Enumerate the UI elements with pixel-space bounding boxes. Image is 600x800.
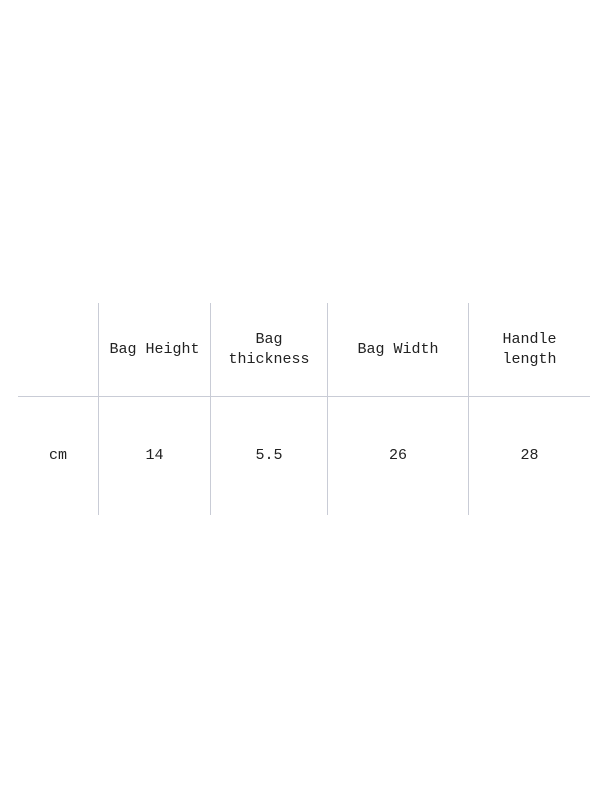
column-divider xyxy=(327,303,328,515)
cell-handle-length: 28 xyxy=(520,447,539,464)
cell-bag-height: 14 xyxy=(145,447,164,464)
column-divider xyxy=(468,303,469,515)
header-cell-handle-length: Handle length xyxy=(502,330,557,368)
header-cell-bag-thickness: Bag thickness xyxy=(228,330,310,368)
cell-bag-thickness: 5.5 xyxy=(255,447,283,464)
header-cell-bag-height: Bag Height xyxy=(109,340,200,358)
row-label-unit: cm xyxy=(48,447,67,464)
row-divider xyxy=(18,396,590,397)
cell-bag-width: 26 xyxy=(388,447,407,464)
column-divider xyxy=(210,303,211,515)
header-cell-unit xyxy=(18,303,98,396)
column-divider xyxy=(98,303,99,515)
header-cell-bag-width: Bag Width xyxy=(357,340,439,358)
